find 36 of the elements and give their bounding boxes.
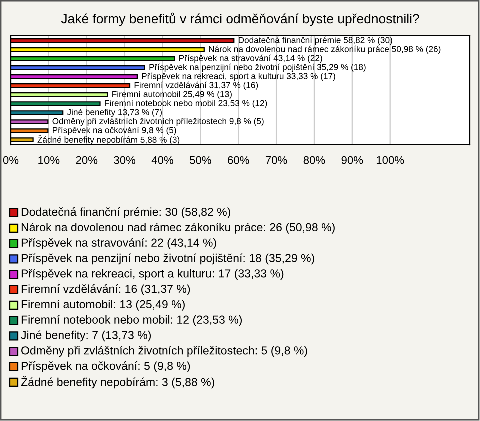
x-tick-label: 40%	[152, 156, 174, 164]
data-label: Dodatečná finanční prémie 58,82 % (30)	[239, 36, 392, 46]
x-tick-label: 30%	[114, 156, 136, 164]
x-tick-label: 50%	[190, 156, 212, 164]
data-label: Firemní notebook nebo mobil 23,53 % (12)	[105, 100, 268, 108]
data-label: Žádné benefity nepobírám 5,88 % (3)	[38, 135, 180, 145]
text: Jiné benefity: 7 (13,73 %)	[21, 330, 152, 342]
text: Nárok na dovolenou nad rámec zákoníku práce: 26 (50,98 %)	[22, 222, 335, 234]
data-label: Nárok na dovolenou nad rámec zákoníku práce 50,98 % (26)	[209, 46, 441, 54]
text: Příspěvek na očkování: 5 (9,8 %)	[22, 362, 190, 372]
x-tick-label: 20%	[76, 156, 98, 164]
data-label: Odměny při zvláštních životních příležitostech 9,8 % (5)	[52, 118, 264, 126]
text: Firemní automobil: 13 (25,49 %)	[22, 300, 185, 311]
text: Žádné benefity nepobírám: 3 (5,88 %)	[21, 376, 214, 389]
x-tick-label: 100%	[376, 156, 404, 164]
x-tick-label: 70%	[266, 156, 288, 164]
data-label: Příspěvek na očkování 9,8 % (5)	[53, 126, 176, 136]
text: Firemní notebook nebo mobil: 12 (23,53 %)	[22, 315, 242, 326]
text: Dodatečná finanční prémie: 30 (58,82 %)	[22, 208, 230, 218]
x-tick-label: 60%	[228, 156, 250, 164]
data-label: Příspěvek na rekreaci, sport a kulturu 33,33 % (17)	[142, 72, 336, 82]
data-label: Firemní vzdělávání 31,37 % (16)	[134, 82, 258, 90]
x-tick-label: 10%	[38, 156, 60, 164]
chart-title: Jaké formy benefitů v rámci odměňování byste upřednostnili?	[61, 12, 420, 26]
data-label: Příspěvek na penzijní nebo životní pojištění 35,29 % (18)	[150, 64, 366, 72]
data-label: Firemní automobil 25,49 % (13)	[112, 90, 232, 100]
text: Příspěvek na penzijní nebo životní pojištění: 18 (35,29 %)	[22, 254, 314, 265]
data-label: Jiné benefity 13,73 % (7)	[67, 108, 162, 118]
x-tick-label: 80%	[304, 156, 326, 164]
text: Příspěvek na rekreaci, sport a kulturu: 17 (33,33 %)	[22, 269, 284, 280]
x-tick-label: 90%	[342, 156, 364, 164]
text: Firemní vzdělávání: 16 (31,37 %)	[22, 284, 190, 296]
text: Odměny při zvláštních životních příležitostech: 5 (9,8 %)	[22, 346, 308, 358]
x-tick-label: 0%	[3, 156, 19, 164]
text: Příspěvek na stravování: 22 (43,14 %)	[22, 238, 216, 250]
data-label: Příspěvek na stravování 43,14 % (22)	[180, 54, 322, 64]
